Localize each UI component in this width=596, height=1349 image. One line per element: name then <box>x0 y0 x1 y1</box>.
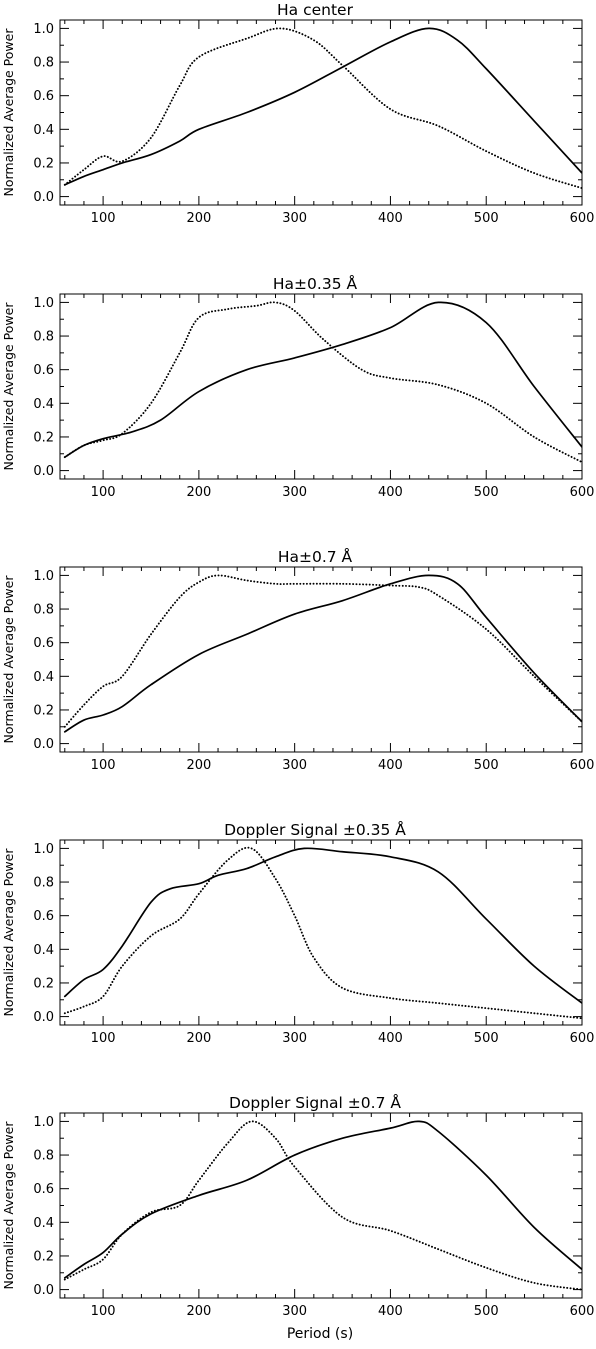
x-tick-label: 200 <box>186 758 211 773</box>
series-line-dotted <box>63 27 582 190</box>
y-axis-title: Normalized Average Power <box>1 848 16 1017</box>
y-tick-label: 0.2 <box>33 1249 54 1264</box>
plot-frame <box>59 1112 583 1299</box>
y-tick-label: 0.0 <box>33 1010 54 1025</box>
y-tick-label: 0.6 <box>33 909 54 924</box>
x-tick-label: 500 <box>474 758 499 773</box>
y-tick-label: 0.4 <box>33 123 54 138</box>
y-tick-label: 1.0 <box>33 569 54 584</box>
y-tick-label: 0.0 <box>33 1283 54 1298</box>
chart-panel-4: Doppler Signal ±0.35 Å Normalized Average… <box>1 820 594 1046</box>
y-tick-label: 0.4 <box>33 1216 54 1231</box>
y-tick-label: 0.0 <box>33 737 54 752</box>
series-line-solid <box>63 1120 582 1279</box>
series-line-solid <box>63 847 582 1004</box>
y-tick-label: 0.8 <box>33 876 54 891</box>
y-tick-label: 1.0 <box>33 842 54 857</box>
x-tick-label: 100 <box>91 211 116 226</box>
chart-panel-3: Ha±0.7 Å Normalized Average Power 100 200 30… <box>1 547 594 773</box>
x-tick-label: 100 <box>91 758 116 773</box>
y-tick-label: 0.2 <box>33 156 54 171</box>
y-axis-title: Normalized Average Power <box>1 1121 16 1290</box>
x-tick-label: 400 <box>378 758 403 773</box>
x-tick-label: 400 <box>378 485 403 500</box>
chart-title: Ha±0.35 Å <box>273 274 358 293</box>
x-tick-label: 200 <box>186 485 211 500</box>
chart-panel-1: Ha center Normalized Average Power 100 200 3… <box>1 1 594 226</box>
series-line-solid <box>63 27 582 186</box>
x-tick-label: 100 <box>91 1304 116 1319</box>
x-tick-label: 300 <box>282 758 307 773</box>
y-tick-label: 0.6 <box>33 89 54 104</box>
x-tick-label: 500 <box>474 1031 499 1046</box>
x-tick-label: 300 <box>282 1031 307 1046</box>
y-axis-title: Normalized Average Power <box>1 302 16 471</box>
series-line-solid <box>63 301 582 458</box>
y-tick-label: 0.6 <box>33 1182 54 1197</box>
y-axis-title: Normalized Average Power <box>1 575 16 744</box>
y-tick-label: 0.2 <box>33 703 54 718</box>
plot-frame <box>59 19 583 206</box>
chart-title: Doppler Signal ±0.7 Å <box>229 1093 401 1112</box>
chart-panel-2: Ha±0.35 Å Normalized Average Power 100 200 3… <box>1 274 594 500</box>
y-tick-label: 0.6 <box>33 363 54 378</box>
y-tick-label: 0.0 <box>33 190 54 205</box>
y-tick-label: 0.2 <box>33 430 54 445</box>
x-tick-label: 500 <box>474 1304 499 1319</box>
series-line-dotted <box>63 846 582 1020</box>
plot-frame <box>59 566 583 753</box>
y-tick-label: 1.0 <box>33 296 54 311</box>
plot-frame <box>59 839 583 1026</box>
y-tick-label: 0.8 <box>33 56 54 71</box>
x-tick-label: 600 <box>570 485 595 500</box>
x-tick-label: 600 <box>570 211 595 226</box>
y-tick-label: 0.2 <box>33 976 54 991</box>
series-line-solid <box>63 574 582 733</box>
y-tick-label: 1.0 <box>33 22 54 37</box>
y-tick-label: 1.0 <box>33 1115 54 1130</box>
y-axis-title: Normalized Average Power <box>1 28 16 197</box>
chart-title: Ha center <box>277 1 354 19</box>
y-tick-label: 0.8 <box>33 330 54 345</box>
y-tick-label: 0.8 <box>33 603 54 618</box>
y-tick-label: 0.4 <box>33 943 54 958</box>
x-tick-label: 400 <box>378 211 403 226</box>
chart-title: Ha±0.7 Å <box>278 547 353 566</box>
x-tick-label: 100 <box>91 1031 116 1046</box>
x-tick-label: 200 <box>186 1031 211 1046</box>
y-tick-label: 0.0 <box>33 464 54 479</box>
x-tick-label: 200 <box>186 1304 211 1319</box>
x-tick-label: 300 <box>282 211 307 226</box>
y-tick-label: 0.6 <box>33 636 54 651</box>
series-line-dotted <box>63 574 582 728</box>
y-tick-label: 0.4 <box>33 670 54 685</box>
series-line-dotted <box>63 1120 582 1291</box>
chart-panel-5: Doppler Signal ±0.7 Å Normalized Average … <box>1 1093 594 1319</box>
y-tick-label: 0.4 <box>33 397 54 412</box>
series-line-dotted <box>63 301 582 464</box>
x-tick-label: 100 <box>91 485 116 500</box>
y-tick-label: 0.8 <box>33 1149 54 1164</box>
x-tick-label: 400 <box>378 1304 403 1319</box>
x-tick-label: 400 <box>378 1031 403 1046</box>
x-tick-label: 300 <box>282 485 307 500</box>
x-tick-label: 200 <box>186 211 211 226</box>
x-tick-label: 600 <box>570 758 595 773</box>
x-tick-label: 600 <box>570 1031 595 1046</box>
x-tick-label: 500 <box>474 211 499 226</box>
x-tick-label: 300 <box>282 1304 307 1319</box>
x-axis-title: Period (s) <box>287 1326 353 1342</box>
x-tick-label: 500 <box>474 485 499 500</box>
chart-title: Doppler Signal ±0.35 Å <box>224 820 406 839</box>
x-tick-label: 600 <box>570 1304 595 1319</box>
plot-frame <box>59 293 583 480</box>
